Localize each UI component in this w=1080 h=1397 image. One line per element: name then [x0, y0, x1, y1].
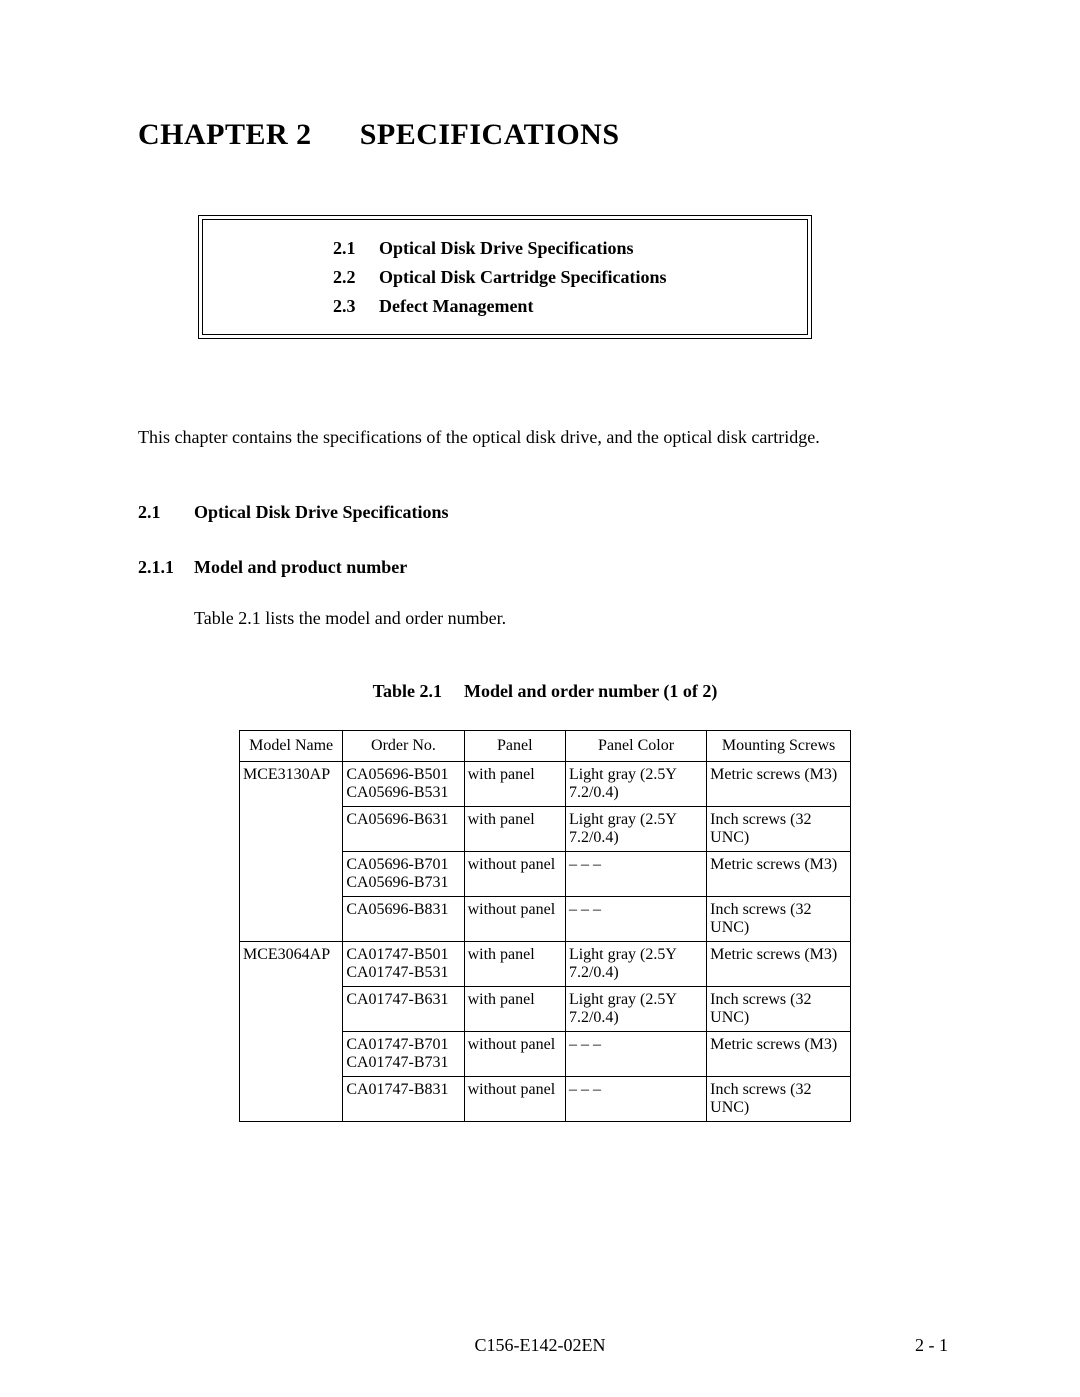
cell-model [240, 987, 343, 1032]
cell-order: CA05696-B631 [343, 807, 464, 852]
cell-model [240, 1032, 343, 1077]
cell-panel: without panel [464, 1032, 565, 1077]
cell-order: CA05696-B701 CA05696-B731 [343, 852, 464, 897]
cell-screw: Inch screws (32 UNC) [707, 897, 851, 942]
toc-num: 2.3 [333, 292, 379, 321]
cell-color: Light gray (2.5Y 7.2/0.4) [565, 762, 706, 807]
chapter-label: CHAPTER 2 [138, 118, 312, 151]
footer-page-num: 2 - 1 [915, 1335, 948, 1356]
toc-item: 2.3Defect Management [333, 292, 797, 321]
toc-text: Defect Management [379, 296, 533, 316]
body-text: Table 2.1 lists the model and order numb… [194, 608, 952, 629]
th-color: Panel Color [565, 731, 706, 762]
cell-panel: without panel [464, 852, 565, 897]
cell-model [240, 807, 343, 852]
table-row: CA01747-B701 CA01747-B731without panel– … [240, 1032, 851, 1077]
th-order: Order No. [343, 731, 464, 762]
cell-model: MCE3130AP [240, 762, 343, 807]
table-row: MCE3130APCA05696-B501 CA05696-B531with p… [240, 762, 851, 807]
cell-model [240, 897, 343, 942]
cell-screw: Metric screws (M3) [707, 762, 851, 807]
toc-text: Optical Disk Cartridge Specifications [379, 267, 666, 287]
subsection-title: Model and product number [194, 557, 407, 577]
toc-num: 2.2 [333, 263, 379, 292]
cell-order: CA01747-B631 [343, 987, 464, 1032]
toc-num: 2.1 [333, 234, 379, 263]
toc-item: 2.2Optical Disk Cartridge Specifications [333, 263, 797, 292]
cell-order: CA01747-B501 CA01747-B531 [343, 942, 464, 987]
cell-screw: Inch screws (32 UNC) [707, 1077, 851, 1122]
table-label: Table 2.1 [373, 681, 442, 701]
chapter-heading: CHAPTER 2 SPECIFICATIONS [138, 118, 952, 152]
table-caption: Table 2.1 Model and order number (1 of 2) [138, 681, 952, 702]
subsection-heading: 2.1.1Model and product number [138, 557, 952, 578]
subsection-num: 2.1.1 [138, 557, 194, 578]
cell-screw: Metric screws (M3) [707, 852, 851, 897]
cell-color: – – – [565, 1032, 706, 1077]
cell-color: – – – [565, 1077, 706, 1122]
cell-panel: without panel [464, 897, 565, 942]
table-caption-text: Model and order number (1 of 2) [464, 681, 717, 701]
cell-order: CA05696-B501 CA05696-B531 [343, 762, 464, 807]
table-row: CA01747-B631with panelLight gray (2.5Y 7… [240, 987, 851, 1032]
cell-panel: with panel [464, 942, 565, 987]
cell-color: – – – [565, 897, 706, 942]
cell-order: CA05696-B831 [343, 897, 464, 942]
cell-order: CA01747-B831 [343, 1077, 464, 1122]
cell-order: CA01747-B701 CA01747-B731 [343, 1032, 464, 1077]
table-body: MCE3130APCA05696-B501 CA05696-B531with p… [240, 762, 851, 1122]
cell-color: Light gray (2.5Y 7.2/0.4) [565, 987, 706, 1032]
table-row: CA01747-B831without panel– – –Inch screw… [240, 1077, 851, 1122]
table-row: CA05696-B831without panel– – –Inch screw… [240, 897, 851, 942]
section-heading: 2.1Optical Disk Drive Specifications [138, 502, 952, 523]
cell-color: – – – [565, 852, 706, 897]
cell-model [240, 852, 343, 897]
cell-panel: with panel [464, 807, 565, 852]
toc-text: Optical Disk Drive Specifications [379, 238, 634, 258]
cell-screw: Inch screws (32 UNC) [707, 807, 851, 852]
section-title: Optical Disk Drive Specifications [194, 502, 449, 522]
cell-color: Light gray (2.5Y 7.2/0.4) [565, 807, 706, 852]
th-screw: Mounting Screws [707, 731, 851, 762]
spec-table: Model Name Order No. Panel Panel Color M… [239, 730, 851, 1122]
table-row: CA05696-B631with panelLight gray (2.5Y 7… [240, 807, 851, 852]
section-num: 2.1 [138, 502, 194, 523]
chapter-title-text: SPECIFICATIONS [360, 118, 620, 151]
cell-color: Light gray (2.5Y 7.2/0.4) [565, 942, 706, 987]
intro-paragraph: This chapter contains the specifications… [138, 427, 952, 448]
cell-panel: without panel [464, 1077, 565, 1122]
cell-screw: Metric screws (M3) [707, 942, 851, 987]
toc-box: 2.1Optical Disk Drive Specifications 2.2… [198, 215, 812, 339]
cell-screw: Metric screws (M3) [707, 1032, 851, 1077]
cell-panel: with panel [464, 762, 565, 807]
table-header-row: Model Name Order No. Panel Panel Color M… [240, 731, 851, 762]
th-model: Model Name [240, 731, 343, 762]
toc-box-inner: 2.1Optical Disk Drive Specifications 2.2… [202, 219, 808, 335]
toc-item: 2.1Optical Disk Drive Specifications [333, 234, 797, 263]
page-content: CHAPTER 2SPECIFICATIONS 2.1Optical Disk … [0, 0, 1080, 1122]
table-row: CA05696-B701 CA05696-B731without panel– … [240, 852, 851, 897]
cell-panel: with panel [464, 987, 565, 1032]
cell-screw: Inch screws (32 UNC) [707, 987, 851, 1032]
cell-model [240, 1077, 343, 1122]
th-panel: Panel [464, 731, 565, 762]
table-row: MCE3064APCA01747-B501 CA01747-B531with p… [240, 942, 851, 987]
cell-model: MCE3064AP [240, 942, 343, 987]
